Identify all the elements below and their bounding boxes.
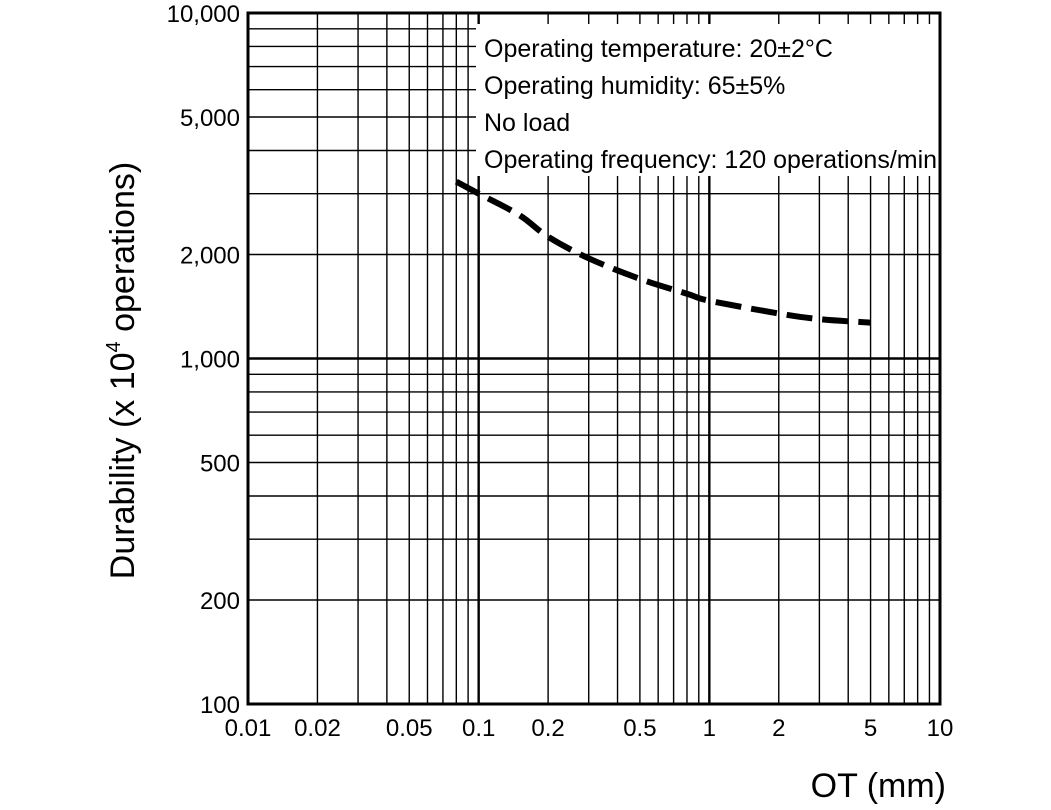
x-tick-label: 0.01 <box>225 715 272 742</box>
y-axis-title-superscript: 4 <box>103 341 125 352</box>
annotation-line: Operating temperature: 20±2°C <box>484 35 833 63</box>
y-tick-label: 10,000 <box>167 1 240 28</box>
y-tick-labels: 100 200 500 1,000 2,000 5,000 10,000 <box>167 1 240 719</box>
x-tick-label: 0.05 <box>386 715 433 742</box>
y-axis-title-suffix: operations) <box>104 162 142 342</box>
y-axis-title-prefix: Durability (x 10 <box>104 352 142 579</box>
x-tick-label: 1 <box>703 715 716 742</box>
durability-curve <box>454 178 871 326</box>
y-axis-title: Durability (x 104 operations) <box>103 162 142 579</box>
y-tick-label: 100 <box>200 692 240 719</box>
plot-frame <box>246 11 942 706</box>
x-tick-label: 2 <box>772 715 785 742</box>
annotation-line: Operating humidity: 65±5% <box>484 72 785 100</box>
annotation-line: Operating frequency: 120 operations/min <box>484 146 937 174</box>
x-axis-title: OT (mm) <box>811 767 946 805</box>
y-tick-label: 1,000 <box>180 347 240 374</box>
x-tick-label: 0.02 <box>294 715 341 742</box>
x-tick-label: 0.2 <box>531 715 564 742</box>
x-tick-label: 5 <box>864 715 877 742</box>
x-tick-label: 0.1 <box>462 715 495 742</box>
series-group <box>454 178 871 326</box>
x-tick-label: 10 <box>927 715 954 742</box>
y-tick-label: 500 <box>200 451 240 478</box>
y-tick-label: 5,000 <box>180 105 240 132</box>
annotation-lines: Operating temperature: 20±2°C Operating h… <box>484 35 937 174</box>
x-tick-label: 0.5 <box>623 715 656 742</box>
x-tick-labels: 0.01 0.02 0.05 0.1 0.2 0.5 1 2 5 10 <box>225 715 954 742</box>
y-tick-label: 200 <box>200 588 240 615</box>
annotation-background <box>476 24 1036 176</box>
y-tick-label: 2,000 <box>180 242 240 269</box>
annotation-box: Operating temperature: 20±2°C Operating h… <box>476 24 1036 176</box>
annotation-line: No load <box>484 109 570 137</box>
